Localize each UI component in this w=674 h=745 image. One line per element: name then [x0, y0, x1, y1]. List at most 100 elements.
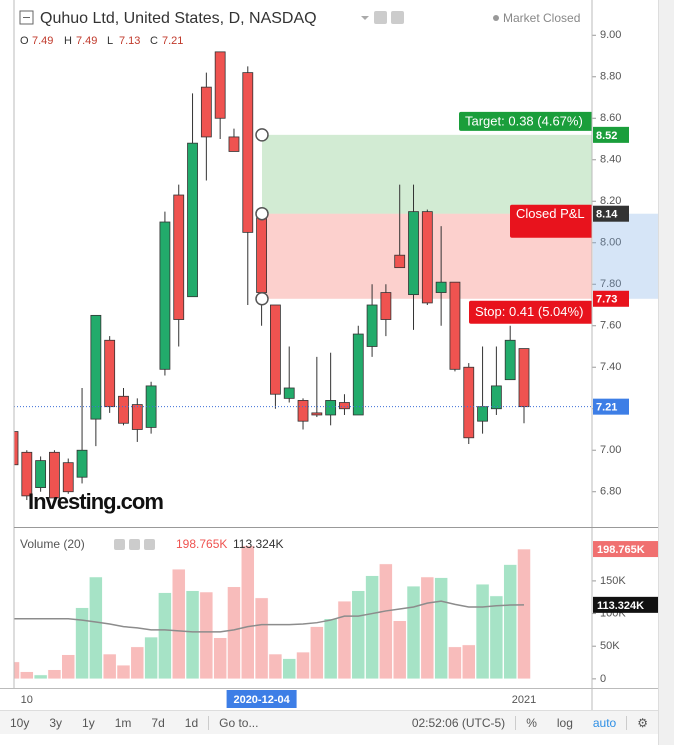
target-label: Target: 0.38 (4.67%) [465, 113, 583, 128]
candle-body [463, 366, 475, 439]
volume-legend-title: Volume (20) [20, 537, 85, 551]
volume-bar [130, 646, 145, 680]
target-axis-label-box [593, 126, 629, 143]
candle-body [21, 451, 33, 497]
volume-bar [102, 653, 117, 680]
volume-bar [20, 671, 34, 680]
target-label-box [459, 111, 592, 131]
volume-ma-line [14, 600, 525, 633]
y-tick-label: 6.80 [600, 486, 621, 498]
separator [515, 715, 517, 730]
stop-label: Stop: 0.41 (5.04%) [475, 304, 583, 319]
y-tick-label: 8.80 [600, 71, 621, 83]
y-tick-label: 8.20 [600, 195, 621, 207]
candle-body [325, 400, 337, 416]
pnl-label-box [510, 204, 592, 238]
volume-ma-last-box [593, 596, 658, 613]
volume-ma-last-label: 113.324K [597, 600, 644, 612]
range-button[interactable]: 1m [114, 715, 132, 730]
candle-body [14, 431, 19, 466]
ohlc-value: 7.49 [76, 35, 97, 47]
candle-body [159, 221, 171, 370]
target-axis-label: 8.52 [596, 130, 617, 142]
candle-body [394, 254, 406, 269]
collapse-icon[interactable] [19, 10, 34, 25]
volume-bar [392, 620, 407, 680]
eye-icon[interactable] [374, 11, 387, 24]
settings-button[interactable]: ⚙ [637, 715, 648, 730]
candle-body [270, 304, 281, 395]
ohlc-key: L [107, 35, 113, 47]
volume-bar [241, 545, 255, 680]
clock[interactable]: 02:52:06 (UTC-5) [411, 715, 506, 730]
y-tick-label: 9.00 [600, 29, 621, 41]
volume-bar [254, 597, 269, 680]
x-tick-label: 2020-12-04 [233, 694, 290, 706]
range-button[interactable]: 7d [151, 715, 165, 730]
range-button[interactable]: 3y [49, 715, 63, 730]
volume-settings-icon[interactable] [129, 539, 140, 550]
range-button[interactable]: 10y [10, 715, 30, 730]
auto-button[interactable]: auto [592, 715, 617, 730]
volume-bar [144, 636, 158, 680]
candle-body [214, 51, 226, 119]
volume-bar [420, 576, 435, 680]
goto-button[interactable]: Go to... [219, 715, 259, 730]
status-dot [493, 15, 499, 21]
volume-bar [47, 669, 62, 680]
log-button[interactable]: log [556, 715, 573, 730]
y-tick-label: 150K [600, 575, 626, 587]
volume-bar [337, 600, 352, 680]
candle-body [518, 348, 530, 408]
candle-body [104, 339, 116, 408]
candle-body [200, 86, 212, 138]
volume-eye-icon[interactable] [114, 539, 125, 550]
volume-bar [61, 654, 75, 680]
percent-button[interactable]: % [526, 715, 537, 730]
volume-bar [462, 644, 476, 680]
volume-bar [434, 577, 448, 680]
entry-axis-label-box [593, 205, 629, 222]
candle-body [490, 385, 502, 410]
y-tick-label: 7.40 [600, 361, 621, 373]
volume-last-box [593, 541, 658, 558]
volume-bar [448, 646, 462, 680]
volume-bar [406, 585, 421, 680]
profit-zone [262, 134, 592, 214]
stop-axis-label: 7.73 [596, 294, 617, 306]
candle-body [380, 292, 392, 320]
volume-bar [365, 575, 379, 680]
range-button[interactable]: 1d [184, 715, 199, 730]
position-handle [255, 292, 269, 306]
volume-bar [14, 661, 20, 680]
volume-bar [268, 653, 283, 680]
title-caret[interactable] [361, 16, 369, 20]
ohlc-key: C [150, 35, 158, 47]
pnl-label: Closed P&L [516, 206, 585, 221]
y-tick-label: 7.60 [600, 320, 621, 332]
candle-body [118, 395, 129, 424]
volume-bar [213, 637, 227, 680]
ohlc-value: 7.13 [119, 35, 140, 47]
volume-bar [75, 607, 89, 680]
volume-bar [475, 583, 490, 680]
candle-body [421, 211, 433, 304]
axis-highlight [593, 213, 658, 299]
candle-body [449, 281, 461, 370]
chart: Target: 0.38 (4.67%) Closed P&L Stop: 0.41… [0, 0, 658, 710]
candle-body [352, 333, 364, 416]
range-button[interactable]: 1y [82, 715, 95, 730]
volume-close-icon[interactable] [144, 539, 155, 550]
candle-body [283, 387, 295, 399]
volume-bar [282, 658, 296, 680]
settings-icon[interactable] [391, 11, 404, 24]
stop-axis-label-box [593, 290, 629, 307]
crosshair-date-box [226, 690, 297, 708]
volume-bar [227, 586, 241, 680]
y-tick-label: 7.00 [600, 444, 621, 456]
candle-body [131, 404, 143, 430]
watermark: Investing.com [28, 489, 163, 514]
position-handle [255, 206, 269, 221]
ohlc-value: 7.49 [32, 35, 53, 47]
